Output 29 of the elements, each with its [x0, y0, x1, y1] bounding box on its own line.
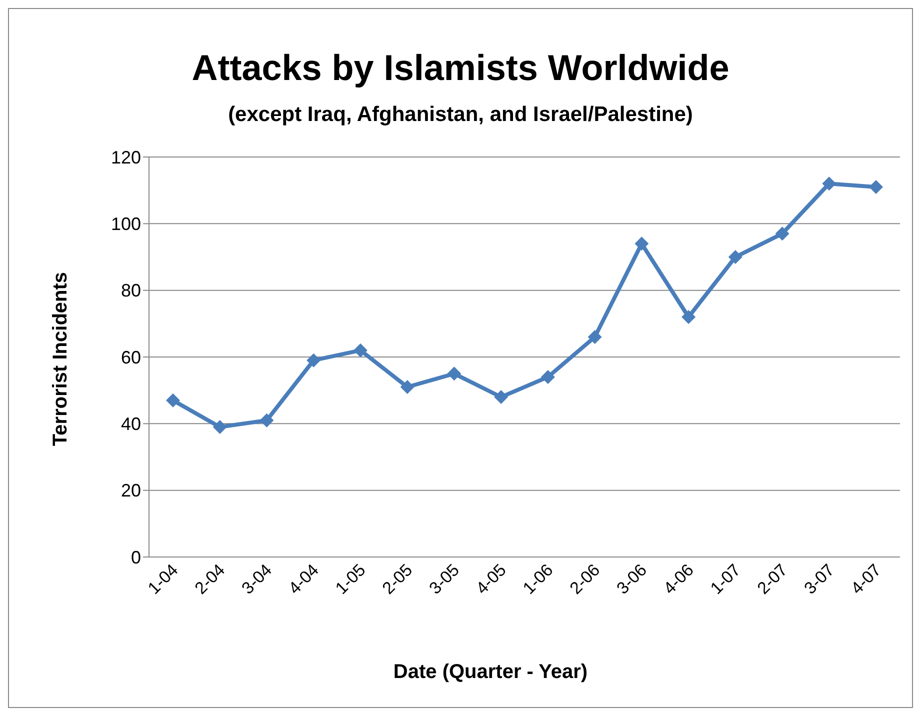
chart-subtitle: (except Iraq, Afghanistan, and Israel/Palestine)	[227, 103, 694, 127]
x-tick-label: 4-06	[660, 560, 698, 598]
point	[306, 353, 321, 368]
point	[260, 413, 274, 428]
y-tick-label: 60	[120, 347, 141, 368]
point	[775, 226, 790, 241]
y-tick-label: 120	[110, 147, 141, 168]
y-axis-title: Terrorist Incidents	[50, 272, 72, 446]
point	[540, 370, 555, 384]
point	[166, 393, 180, 408]
y-tick-label: 80	[120, 280, 141, 301]
point	[447, 366, 462, 381]
point	[400, 380, 414, 394]
x-axis-title: Date (Quarter - Year)	[392, 661, 589, 684]
point	[494, 390, 508, 404]
point	[682, 310, 696, 324]
x-tick-label: 4-04	[284, 560, 322, 598]
chart-title: Attacks by Islamists Worldwide	[190, 47, 730, 89]
point	[588, 330, 602, 344]
y-tick-label: 40	[120, 414, 141, 434]
point	[353, 343, 368, 358]
y-tick-label: 0	[130, 547, 141, 568]
point	[212, 420, 227, 434]
point	[634, 236, 649, 251]
point	[869, 180, 883, 194]
point	[728, 250, 742, 264]
point	[822, 176, 836, 191]
y-tick-label: 20	[120, 480, 141, 501]
y-tick-label: 100	[110, 214, 141, 234]
